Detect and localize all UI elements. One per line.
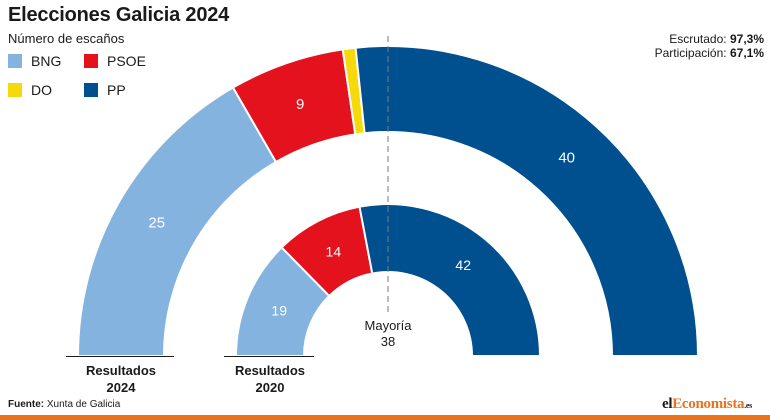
legend-label-psoe: PSOE [107, 53, 146, 69]
legend-label-do: DO [31, 82, 52, 98]
participation-row: Participación: 67,1% [655, 46, 764, 60]
scrutinized-label: Escrutado: [669, 32, 727, 46]
brand-tld: .es [744, 401, 752, 410]
legend-label-bng: BNG [31, 53, 62, 69]
source-label: Fuente: [8, 399, 45, 410]
slice-label-2020-psoe: 14 [326, 243, 342, 259]
slice-2020-pp [358, 203, 542, 357]
chart-title: Elecciones Galicia 2024 [8, 4, 230, 26]
legend-swatch-bng [8, 54, 22, 68]
scrutinized-row: Escrutado: 97,3% [655, 32, 764, 46]
slice-2024-pp [354, 45, 700, 357]
majority-value: 38 [381, 334, 395, 349]
slice-label-2024-pp: 40 [558, 150, 575, 167]
ring-label-2020-line1: Resultados [235, 363, 305, 378]
legend-swatch-do [8, 83, 22, 97]
stats-box: Escrutado: 97,3% Participación: 67,1% [655, 32, 764, 60]
legend-item-do: DO [8, 82, 52, 98]
scrutinized-value: 97,3% [729, 32, 764, 46]
participation-label: Participación: [654, 46, 727, 60]
slice-label-2024-psoe: 9 [296, 96, 304, 113]
source-value: Xunta de Galicia [46, 399, 121, 410]
ring-label-2024-line1: Resultados [86, 363, 156, 378]
bottom-accent-bar [0, 415, 770, 420]
chart-subtitle: Número de escaños [8, 31, 125, 46]
slice-label-2020-bng: 19 [271, 302, 287, 318]
participation-value: 67,1% [729, 46, 764, 60]
legend-item-bng: BNG [8, 53, 61, 69]
brand-logo: elEconomista.es [662, 396, 752, 413]
source-note: Fuente: Xunta de Galicia [8, 399, 120, 410]
legend-item-psoe: PSOE [84, 53, 146, 69]
slice-label-2020-pp: 42 [455, 257, 471, 273]
legend-swatch-psoe [84, 54, 98, 68]
ring-label-2024-line2: 2024 [107, 380, 137, 395]
legend-swatch-pp [84, 83, 98, 97]
legend-item-pp: PP [84, 82, 126, 98]
brand-accent: Economista [672, 396, 745, 412]
legend-label-pp: PP [107, 82, 126, 98]
ring-label-2020-line2: 2020 [256, 380, 285, 395]
majority-label: Mayoría [365, 318, 413, 333]
brand-prefix: el [661, 396, 673, 412]
slice-label-2024-bng: 25 [148, 215, 165, 232]
